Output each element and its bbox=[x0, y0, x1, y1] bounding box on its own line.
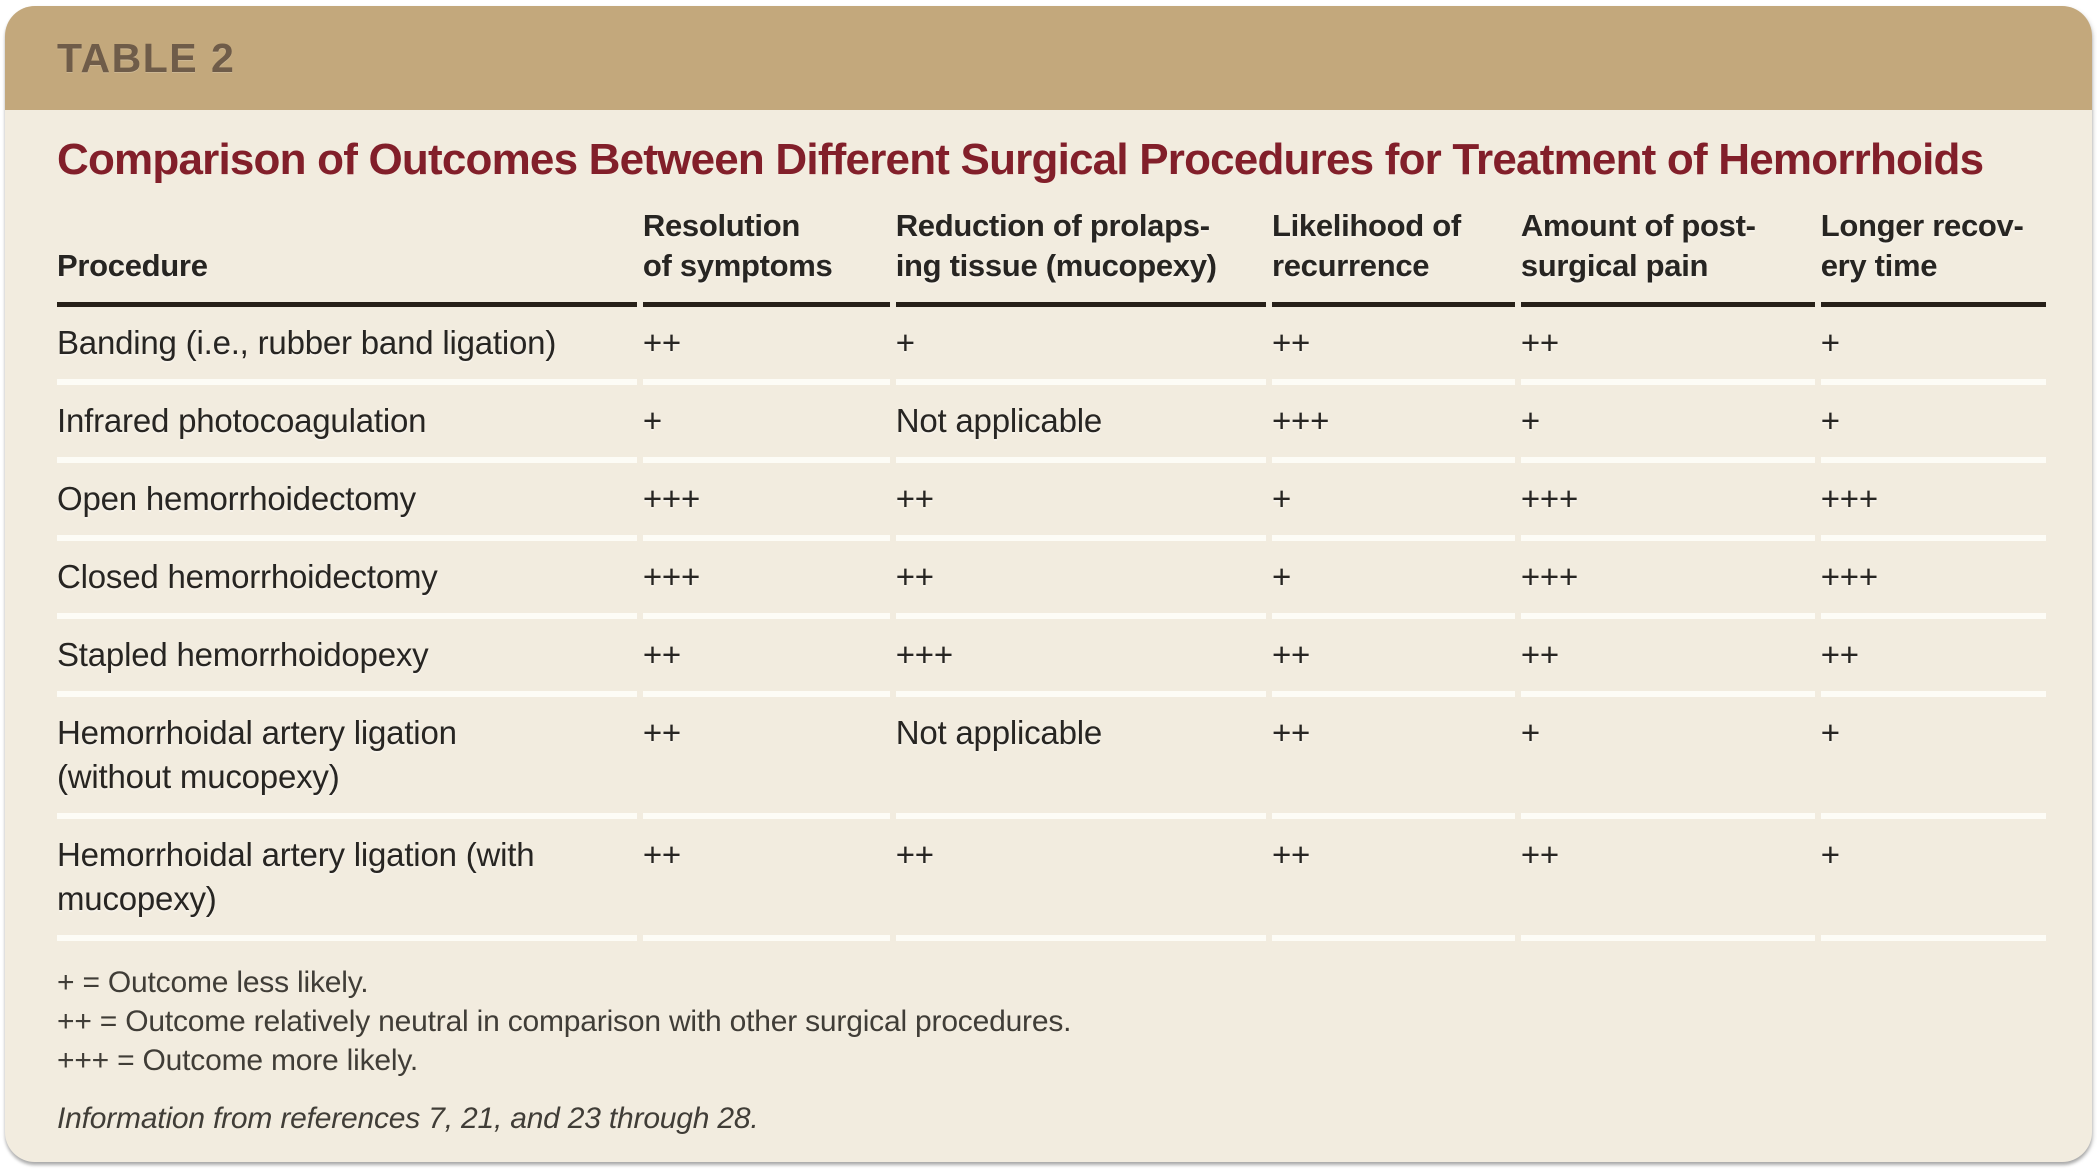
rating-cell: + bbox=[895, 307, 1266, 385]
rating-cell: +++ bbox=[895, 619, 1266, 697]
table-row: Stapled hemorrhoidopexy ++ +++ ++ ++ ++ bbox=[57, 619, 2046, 697]
rating-cell: ++ bbox=[895, 819, 1266, 941]
column-header: Reduction of prolaps- ing tissue (mucope… bbox=[895, 186, 1266, 307]
source-note: Information from references 7, 21, and 2… bbox=[57, 1101, 759, 1135]
rating-cell: ++ bbox=[1520, 819, 1815, 941]
table-row: Banding (i.e., rubber band ligation) ++ + +… bbox=[57, 307, 2046, 385]
rating-cell: ++ bbox=[642, 307, 890, 385]
footnote-line: +++ = Outcome more likely. bbox=[57, 1043, 419, 1077]
table-row: Hemorrhoidal artery ligation (with mucop… bbox=[57, 819, 2046, 941]
column-header-procedure: Procedure bbox=[57, 186, 637, 307]
header-row: Procedure Resolution of symptoms Reduction… bbox=[57, 186, 2046, 307]
rating-cell: + bbox=[1520, 385, 1815, 463]
rating-cell: +++ bbox=[1820, 541, 2046, 619]
rating-cell: ++ bbox=[1520, 307, 1815, 385]
procedure-cell: Banding (i.e., rubber band ligation) bbox=[57, 307, 637, 385]
rating-cell: ++ bbox=[642, 819, 890, 941]
table-number-label: TABLE 2 bbox=[57, 34, 236, 81]
rating-cell: ++ bbox=[642, 697, 890, 819]
rating-cell: +++ bbox=[1520, 463, 1815, 541]
rating-cell: + bbox=[1820, 697, 2046, 819]
outcomes-table: Procedure Resolution of symptoms Reduction… bbox=[51, 186, 2052, 941]
rating-cell: +++ bbox=[1520, 541, 1815, 619]
rating-cell: ++ bbox=[895, 541, 1266, 619]
rating-cell: + bbox=[1820, 819, 2046, 941]
rating-cell: ++ bbox=[1820, 619, 2046, 697]
table-card: TABLE 2 Comparison of Outcomes Between D… bbox=[5, 6, 2092, 1162]
table-row: Closed hemorrhoidectomy +++ ++ + +++ +++ bbox=[57, 541, 2046, 619]
rating-cell: + bbox=[1820, 307, 2046, 385]
column-header: Amount of post- surgical pain bbox=[1520, 186, 1815, 307]
procedure-cell: Open hemorrhoidectomy bbox=[57, 463, 637, 541]
rating-cell: +++ bbox=[1271, 385, 1515, 463]
footnotes: + = Outcome less likely. ++ = Outcome re… bbox=[57, 963, 2046, 1080]
rating-cell: Not applicable bbox=[895, 697, 1266, 819]
procedure-cell: Hemorrhoidal artery ligation (without mu… bbox=[57, 697, 637, 819]
rating-cell: ++ bbox=[642, 619, 890, 697]
rating-cell: + bbox=[1520, 697, 1815, 819]
rating-cell: ++ bbox=[1271, 697, 1515, 819]
column-header: Longer recov- ery time bbox=[1820, 186, 2046, 307]
column-header: Likelihood of recurrence bbox=[1271, 186, 1515, 307]
rating-cell: ++ bbox=[1520, 619, 1815, 697]
rating-cell: + bbox=[1271, 541, 1515, 619]
rating-cell: +++ bbox=[642, 463, 890, 541]
procedure-cell: Stapled hemorrhoidopexy bbox=[57, 619, 637, 697]
table-title: Comparison of Outcomes Between Different… bbox=[57, 135, 1984, 184]
rating-cell: ++ bbox=[895, 463, 1266, 541]
rating-cell: +++ bbox=[642, 541, 890, 619]
footnote-line: + = Outcome less likely. bbox=[57, 965, 369, 999]
rating-cell: ++ bbox=[1271, 619, 1515, 697]
rating-cell: + bbox=[642, 385, 890, 463]
rating-cell: + bbox=[1820, 385, 2046, 463]
column-header: Resolution of symptoms bbox=[642, 186, 890, 307]
table-row: Open hemorrhoidectomy +++ ++ + +++ +++ bbox=[57, 463, 2046, 541]
table-number-band: TABLE 2 bbox=[5, 6, 2092, 110]
rating-cell: + bbox=[1271, 463, 1515, 541]
table-row: Infrared photocoagulation + Not applicable… bbox=[57, 385, 2046, 463]
rating-cell: +++ bbox=[1820, 463, 2046, 541]
rating-cell: Not applicable bbox=[895, 385, 1266, 463]
table-body: Comparison of Outcomes Between Different… bbox=[5, 110, 2092, 1136]
procedure-cell: Hemorrhoidal artery ligation (with mucop… bbox=[57, 819, 637, 941]
procedure-cell: Closed hemorrhoidectomy bbox=[57, 541, 637, 619]
rating-cell: ++ bbox=[1271, 307, 1515, 385]
procedure-cell: Infrared photocoagulation bbox=[57, 385, 637, 463]
table-row: Hemorrhoidal artery ligation (without mu… bbox=[57, 697, 2046, 819]
rating-cell: ++ bbox=[1271, 819, 1515, 941]
footnote-line: ++ = Outcome relatively neutral in compa… bbox=[57, 1004, 1072, 1038]
